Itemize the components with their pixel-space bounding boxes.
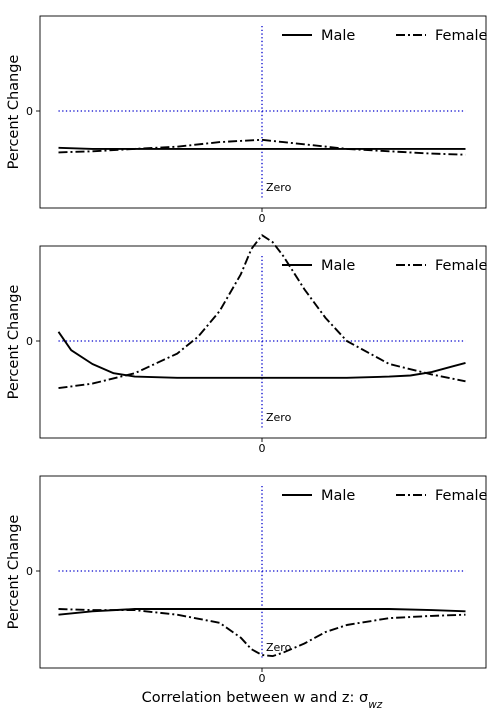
series-line-female xyxy=(58,138,466,156)
series-line-male xyxy=(58,146,466,150)
x-tick-label: 0 xyxy=(259,212,266,225)
series-line-male xyxy=(58,608,466,616)
axes-frame xyxy=(39,245,487,439)
y-axis-label: Percent Change xyxy=(6,515,22,630)
axes-frame xyxy=(39,15,487,209)
x-tick-label: 0 xyxy=(259,442,266,455)
legend-label-female: Female xyxy=(435,258,488,274)
legend-label-male: Male xyxy=(321,258,355,274)
y-tick-label: 0 xyxy=(26,105,33,118)
legend-label-female: Female xyxy=(435,488,488,504)
y-tick-label: 0 xyxy=(26,335,33,348)
legend-label-female: Female xyxy=(435,28,488,44)
chart-panel-2: 0 0 Percent Change Zero Male Female xyxy=(6,234,488,455)
legend-label-male: Male xyxy=(321,488,355,504)
legend: Male Female xyxy=(282,258,488,274)
x-axis-label: Correlation between w and z: σwz xyxy=(142,690,383,711)
y-axis-label: Percent Change xyxy=(6,55,22,170)
chart-panel-3: 0 0 Percent Change Correlation between w an… xyxy=(6,475,488,711)
legend: Male Female xyxy=(282,28,488,44)
y-axis-label: Percent Change xyxy=(6,285,22,400)
zero-annotation: Zero xyxy=(266,181,292,194)
zero-annotation: Zero xyxy=(266,411,292,424)
axes-frame xyxy=(39,475,487,669)
series-line-female xyxy=(58,234,466,390)
legend: Male Female xyxy=(282,488,488,504)
y-tick-label: 0 xyxy=(26,565,33,578)
chart-panel-1: 0 0 Percent Change Zero Male Female xyxy=(6,15,488,225)
legend-label-male: Male xyxy=(321,28,355,44)
zero-annotation: Zero xyxy=(266,641,292,654)
x-tick-label: 0 xyxy=(259,672,266,685)
series-line-female xyxy=(58,608,466,658)
